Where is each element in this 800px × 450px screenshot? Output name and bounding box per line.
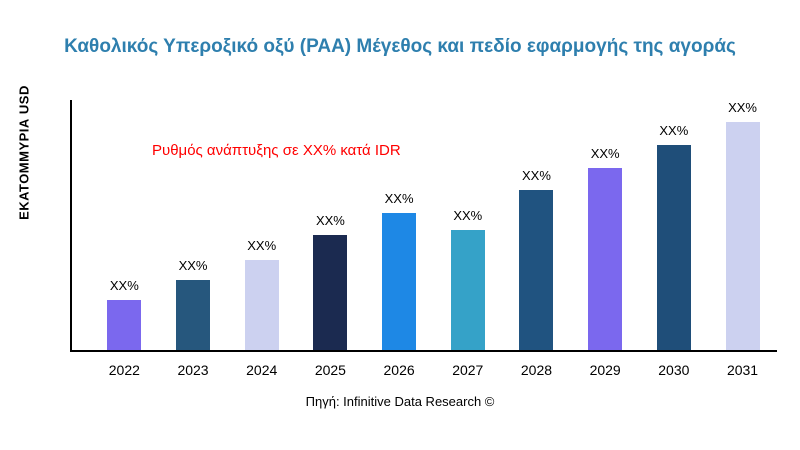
bar-group: XX% 2025 xyxy=(297,213,363,378)
bar xyxy=(107,300,142,350)
bar-value-label: XX% xyxy=(453,208,483,223)
bar-value-label: XX% xyxy=(315,213,345,228)
chart-title: Καθολικός Υπεροξικό οξύ (PAA) Μέγεθος κα… xyxy=(64,36,736,57)
x-tick-label: 2022 xyxy=(108,362,140,378)
x-tick-label: 2030 xyxy=(658,362,690,378)
bar xyxy=(176,280,211,350)
bar-group: XX% 2023 xyxy=(160,258,226,378)
bar xyxy=(313,235,348,350)
bar-value-label: XX% xyxy=(247,238,277,253)
bar-value-label: XX% xyxy=(384,191,414,206)
x-tick-label: 2023 xyxy=(177,362,209,378)
bar-value-label: XX% xyxy=(728,100,757,115)
bar xyxy=(588,168,623,350)
bar xyxy=(656,145,691,350)
x-tick-label: 2031 xyxy=(726,362,759,378)
x-tick-label: 2025 xyxy=(314,362,346,378)
bar-value-label: XX% xyxy=(522,168,551,183)
bar-group: XX% 2030 xyxy=(641,123,707,378)
bar-group: XX% 2026 xyxy=(366,191,432,378)
bar xyxy=(382,213,417,350)
x-tick-label: 2026 xyxy=(383,362,415,378)
bar xyxy=(450,230,485,350)
x-tick-label: 2029 xyxy=(589,362,621,378)
x-tick-label: 2028 xyxy=(520,362,553,378)
bar-group: XX% 2024 xyxy=(229,238,295,378)
bar xyxy=(725,122,760,350)
source-caption: Πηγή: Infinitive Data Research © xyxy=(305,394,495,409)
bar xyxy=(244,260,279,350)
bar-value-label: XX% xyxy=(659,123,689,138)
bar-value-label: XX% xyxy=(109,278,139,293)
bar-series: XX% 2022 XX% 2023 XX% 2024 XX% 2025 XX% 2026 XX% 20… xyxy=(72,100,777,378)
bar-group: XX% 2028 xyxy=(503,168,569,378)
x-tick-label: 2024 xyxy=(246,362,278,378)
x-tick-label: 2027 xyxy=(452,362,484,378)
bar-group: XX% 2031 xyxy=(710,100,776,378)
growth-rate-annotation: Ρυθμός ανάπτυξης σε XX% κατά IDR xyxy=(152,142,401,159)
y-axis-label: ΕΚΑΤΟΜΜΥΡΙΑ USD xyxy=(16,85,32,220)
bar-group: XX% 2029 xyxy=(572,146,638,378)
bar-group: XX% 2027 xyxy=(435,208,501,378)
bar-group: XX% 2022 xyxy=(91,278,157,378)
bar-value-label: XX% xyxy=(590,146,620,161)
plot-area: Ρυθμός ανάπτυξης σε XX% κατά IDR XX% 2022… xyxy=(70,100,777,378)
bar xyxy=(519,190,554,350)
bar-value-label: XX% xyxy=(178,258,208,273)
